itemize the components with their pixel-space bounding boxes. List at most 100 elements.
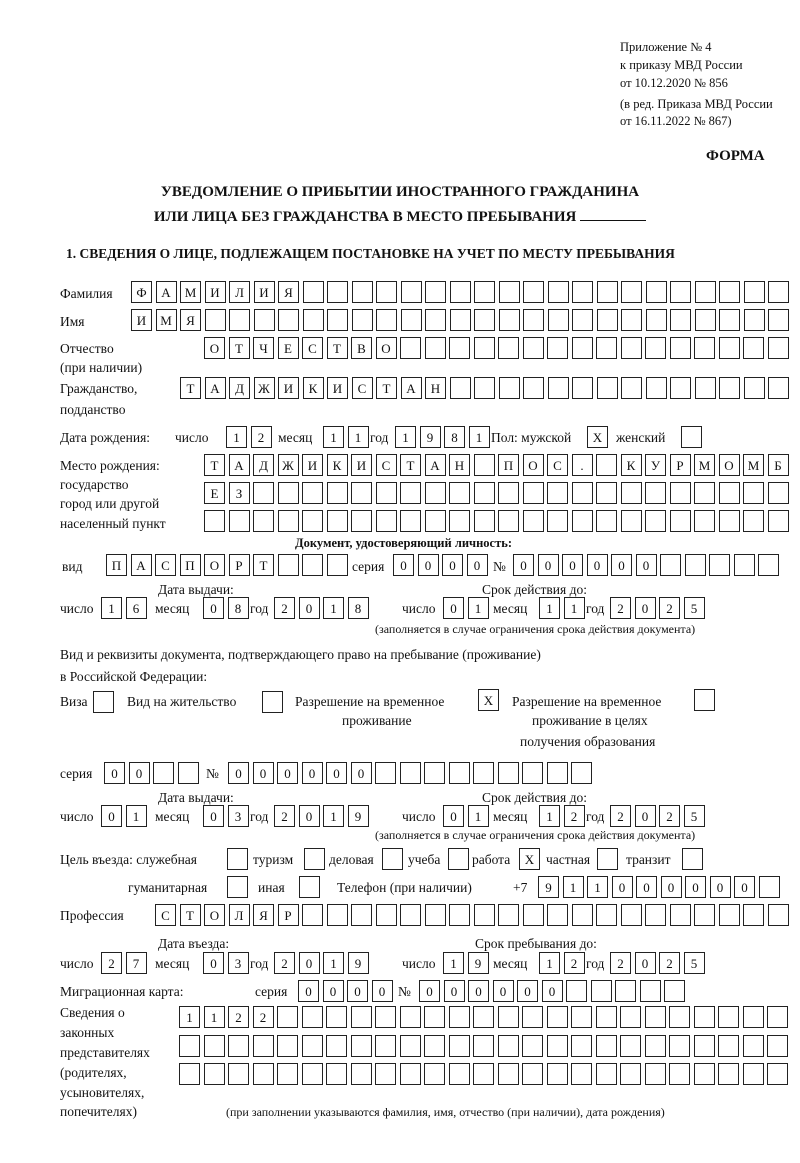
form-cell[interactable]: [620, 482, 642, 504]
reps-row-3[interactable]: [179, 1063, 788, 1085]
form-cell[interactable]: [522, 1006, 543, 1028]
form-cell[interactable]: [252, 1035, 274, 1057]
form-cell[interactable]: С: [547, 454, 568, 476]
form-cell[interactable]: [473, 337, 495, 359]
form-cell[interactable]: 2: [252, 1006, 274, 1028]
purpose-official-checkbox[interactable]: [227, 848, 248, 870]
form-cell[interactable]: 1: [467, 597, 489, 619]
form-cell[interactable]: 1: [539, 805, 560, 827]
form-cell[interactable]: О: [522, 454, 544, 476]
form-cell[interactable]: [522, 904, 544, 926]
form-cell[interactable]: [424, 510, 446, 532]
form-cell[interactable]: [179, 1063, 200, 1085]
form-cell[interactable]: 1: [395, 426, 416, 448]
form-cell[interactable]: 0: [298, 980, 319, 1002]
form-cell[interactable]: 0: [541, 980, 563, 1002]
form-cell[interactable]: [425, 281, 446, 303]
form-cell[interactable]: 0: [634, 597, 656, 619]
form-cell[interactable]: [424, 904, 446, 926]
form-cell[interactable]: [523, 377, 544, 399]
form-cell[interactable]: 0: [466, 554, 488, 576]
form-cell[interactable]: [302, 281, 324, 303]
form-cell[interactable]: [253, 510, 274, 532]
form-cell[interactable]: Т: [376, 377, 397, 399]
form-cell[interactable]: [621, 281, 642, 303]
form-cell[interactable]: 9: [347, 805, 369, 827]
form-cell[interactable]: И: [204, 281, 226, 303]
form-cell[interactable]: 0: [709, 876, 731, 898]
form-cell[interactable]: 0: [298, 597, 320, 619]
form-cell[interactable]: 0: [101, 805, 122, 827]
form-cell[interactable]: З: [228, 482, 250, 504]
form-cell[interactable]: [694, 482, 715, 504]
form-cell[interactable]: С: [155, 554, 176, 576]
form-cell[interactable]: [350, 1006, 372, 1028]
form-cell[interactable]: 1: [179, 1006, 200, 1028]
form-cell[interactable]: [277, 1035, 298, 1057]
form-cell[interactable]: Б: [767, 454, 789, 476]
form-cell[interactable]: [767, 337, 789, 359]
form-cell[interactable]: Ж: [277, 454, 299, 476]
form-cell[interactable]: 1: [443, 952, 464, 974]
form-cell[interactable]: [718, 904, 740, 926]
form-cell[interactable]: 0: [562, 554, 583, 576]
birthplace-row-3[interactable]: [204, 510, 789, 532]
form-cell[interactable]: [743, 377, 765, 399]
form-cell[interactable]: [400, 281, 422, 303]
form-cell[interactable]: 0: [492, 980, 514, 1002]
form-cell[interactable]: [449, 377, 471, 399]
form-cell[interactable]: 2: [610, 805, 631, 827]
form-cell[interactable]: В: [351, 337, 372, 359]
form-cell[interactable]: 0: [128, 762, 150, 784]
form-cell[interactable]: С: [351, 377, 373, 399]
form-cell[interactable]: 1: [323, 805, 344, 827]
form-cell[interactable]: [449, 510, 470, 532]
form-cell[interactable]: [351, 904, 372, 926]
form-cell[interactable]: [277, 1006, 298, 1028]
form-cell[interactable]: 1: [468, 426, 490, 448]
form-cell[interactable]: [204, 510, 225, 532]
form-cell[interactable]: [326, 554, 348, 576]
sex-female-checkbox[interactable]: [681, 426, 702, 448]
form-cell[interactable]: [448, 762, 470, 784]
form-cell[interactable]: [566, 980, 587, 1002]
form-cell[interactable]: [620, 510, 642, 532]
form-cell[interactable]: [669, 1063, 690, 1085]
form-cell[interactable]: [424, 1063, 445, 1085]
form-cell[interactable]: [253, 309, 275, 331]
form-cell[interactable]: Н: [449, 454, 470, 476]
form-cell[interactable]: [474, 309, 495, 331]
form-cell[interactable]: [522, 337, 544, 359]
form-cell[interactable]: 0: [252, 762, 274, 784]
form-cell[interactable]: [547, 482, 568, 504]
form-cell[interactable]: 9: [419, 426, 441, 448]
form-cell[interactable]: [546, 1063, 568, 1085]
form-cell[interactable]: О: [375, 337, 397, 359]
form-cell[interactable]: [645, 309, 667, 331]
form-cell[interactable]: [743, 337, 764, 359]
form-cell[interactable]: 0: [393, 554, 414, 576]
form-cell[interactable]: 6: [125, 597, 147, 619]
form-cell[interactable]: [473, 762, 494, 784]
form-cell[interactable]: 3: [227, 805, 249, 827]
form-cell[interactable]: [571, 762, 592, 784]
form-cell[interactable]: А: [424, 454, 446, 476]
form-cell[interactable]: 0: [443, 980, 465, 1002]
form-cell[interactable]: [449, 337, 470, 359]
form-cell[interactable]: 0: [298, 952, 320, 974]
form-cell[interactable]: [596, 904, 617, 926]
form-cell[interactable]: Т: [326, 337, 348, 359]
sex-male-checkbox[interactable]: X: [587, 426, 608, 448]
form-cell[interactable]: М: [155, 309, 177, 331]
form-cell[interactable]: 1: [226, 426, 247, 448]
form-cell[interactable]: [571, 510, 593, 532]
form-cell[interactable]: [277, 1063, 298, 1085]
form-cell[interactable]: 1: [539, 597, 560, 619]
form-cell[interactable]: [375, 510, 397, 532]
